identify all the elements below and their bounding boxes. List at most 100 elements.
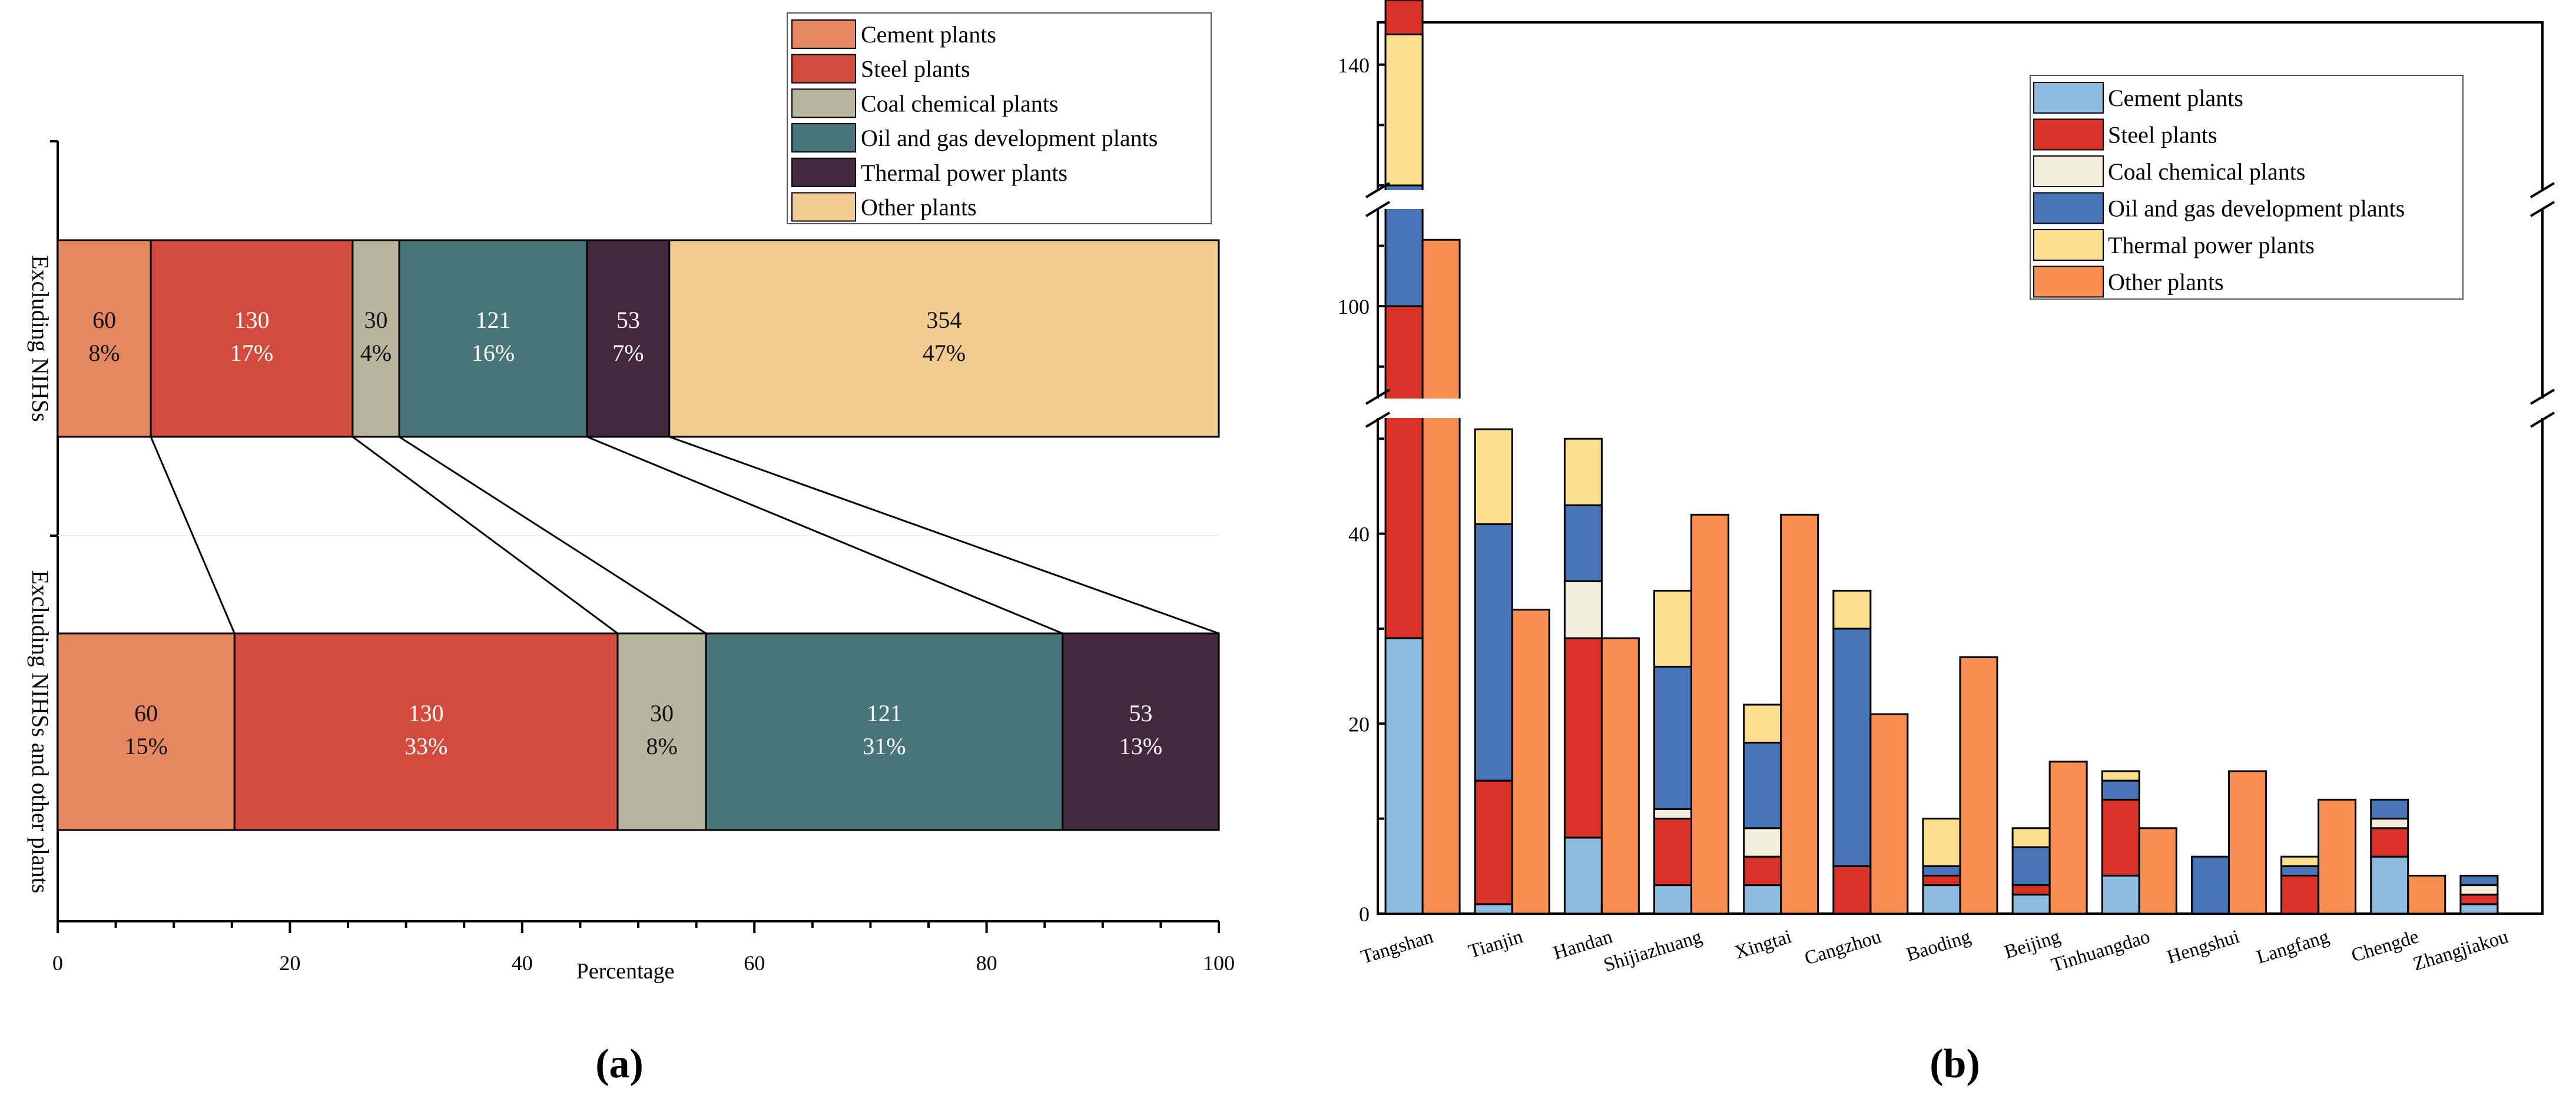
segment-value-label: 53 [616, 307, 640, 333]
segment-percent-label: 7% [612, 340, 644, 366]
bar-thermal-power-plants [1563, 437, 1603, 506]
bar-oil-and-gas-development-plants [1563, 504, 1603, 582]
bar-oil-and-gas-development-plants [2190, 855, 2230, 915]
bar-other-plants [1869, 713, 1909, 915]
legend-swatch-other-plants [2033, 265, 2104, 298]
bar-thermal-power-plants [1384, 34, 1424, 187]
bar-steel-plants [2280, 874, 2320, 915]
segment-cement-plants [57, 632, 236, 831]
bar-cement-plants [1653, 884, 1693, 915]
x-tick-label: Langfang [2255, 926, 2332, 968]
axis-break-mark [1365, 411, 1391, 428]
legend-swatch-steel-plants [791, 54, 856, 84]
x-tick-label: Baoding [1904, 926, 1973, 965]
bar-other-plants [1421, 238, 1461, 915]
row-label: Excluding NIHSs [27, 255, 54, 421]
legend-swatch-other-plants [791, 192, 856, 222]
bar-other-plants [1690, 513, 1730, 915]
x-tick-label: 40 [512, 951, 533, 975]
bar-cement-plants [2459, 903, 2499, 915]
segment-oil-and-gas-development-plants [705, 632, 1064, 831]
legend-swatch-coal-chemical-plants [791, 88, 856, 118]
legend-swatch-oil-and-gas-development-plants [2033, 192, 2104, 224]
panel-a-label: (a) [595, 1041, 644, 1087]
x-tick-label: Hengshui [2164, 926, 2242, 968]
bar-steel-plants [1922, 874, 1961, 887]
x-tick-label: 20 [279, 951, 300, 975]
segment-value-label: 130 [409, 700, 444, 726]
axis-break-mark [2529, 201, 2555, 217]
x-tick-label: Tinhuangdao [2049, 926, 2153, 976]
axis-break-mark [1365, 182, 1391, 198]
legend-label: Oil and gas development plants [2108, 195, 2405, 222]
legend-swatch-thermal-power-plants [791, 157, 856, 187]
panel-b-label: (b) [1929, 1041, 1980, 1087]
legend-swatch-coal-chemical-plants [2033, 155, 2104, 187]
segment-value-label: 53 [1129, 700, 1152, 726]
bar-oil-and-gas-development-plants [2280, 865, 2320, 877]
segment-thermal-power-plants [1062, 632, 1220, 831]
bar-other-plants [2138, 827, 2177, 915]
bar-other-plants [2318, 798, 2357, 915]
bar-cement-plants [1743, 884, 1782, 915]
bar-steel-plants [1743, 855, 1782, 887]
segment-value-label: 60 [92, 307, 116, 333]
x-tick-label: Tianjin [1466, 926, 1526, 962]
x-tick-label: 80 [976, 951, 997, 975]
segment-value-label: 130 [234, 307, 270, 333]
x-tick-label: 0 [52, 951, 63, 975]
panel-a-chart: 0 20 40 60 80 100 Percentage 60 8% 130 17% 30 4% 121 1… [27, 12, 1235, 984]
bar-thermal-power-plants [1653, 589, 1693, 668]
bar-thermal-power-plants [1832, 589, 1872, 630]
bar-cement-plants [1474, 903, 1513, 915]
connector-line [352, 436, 618, 635]
x-tick-label: Xingtai [1732, 926, 1794, 963]
segment-coal-chemical-plants [352, 239, 400, 438]
segment-cement-plants [57, 239, 152, 438]
axis-break-mark [1365, 201, 1391, 217]
segment-percent-label: 13% [1119, 733, 1162, 759]
connector-line [586, 436, 1063, 635]
x-tick-label: Tangshan [1358, 926, 1435, 968]
bar-oil-and-gas-development-plants [2370, 798, 2409, 820]
bar-coal-chemical-plants [2370, 818, 2409, 829]
bar-cement-plants [1922, 884, 1961, 915]
y-tick-label: 140 [1338, 54, 1370, 77]
bar-steel-plants [1653, 818, 1693, 887]
legend-label: Coal chemical plants [861, 90, 1058, 117]
segment-percent-label: 47% [923, 340, 966, 366]
segment-value-label: 121 [867, 700, 902, 726]
x-tick-label: 100 [1203, 951, 1235, 975]
bar-thermal-power-plants [2280, 855, 2320, 867]
bar-oil-and-gas-development-plants [2011, 846, 2051, 887]
segment-value-label: 60 [134, 700, 158, 726]
segment-percent-label: 31% [863, 733, 906, 759]
legend-label: Thermal power plants [861, 160, 1067, 186]
bar-oil-and-gas-development-plants [2459, 874, 2499, 887]
bar-steel-plants [2459, 894, 2499, 905]
legend-swatch-steel-plants [2033, 118, 2104, 151]
bar-steel-plants [1563, 637, 1603, 839]
bar-other-plants [1511, 609, 1550, 915]
legend-label: Coal chemical plants [2108, 158, 2305, 185]
axis-break-mark [2529, 182, 2555, 198]
segment-percent-label: 15% [124, 733, 167, 759]
legend-swatch-oil-and-gas-development-plants [791, 123, 856, 153]
x-tick-label: Shijiazhuang [1602, 926, 1705, 976]
legend-label: Other plants [861, 194, 977, 221]
bar-cement-plants [1563, 837, 1603, 915]
segment-percent-label: 17% [230, 340, 273, 366]
bar-cement-plants [1384, 637, 1424, 915]
bar-coal-chemical-plants [1743, 827, 1782, 858]
bar-coal-chemical-plants [1563, 580, 1603, 639]
bar-oil-and-gas-development-plants [1474, 523, 1513, 782]
x-tick-label: Chengde [2349, 926, 2421, 967]
connector-line [669, 436, 1219, 635]
bar-thermal-power-plants [2101, 770, 2140, 782]
bar-steel-plants [2011, 884, 2051, 896]
bar-other-plants [2407, 874, 2446, 915]
bar-other-plants [1780, 513, 1819, 915]
bar-thermal-power-plants [1743, 703, 1782, 744]
connector-line [399, 436, 707, 635]
